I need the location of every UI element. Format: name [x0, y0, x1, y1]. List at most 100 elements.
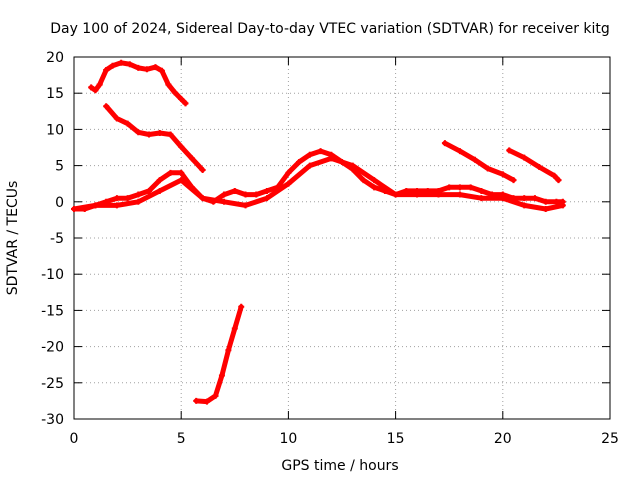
data-point	[435, 191, 442, 198]
data-point	[456, 184, 463, 191]
axis-ticks: -30 -25 -20 -15 -10 -5 0 5 10 15 20 0 5 10 15 20 25	[41, 50, 619, 447]
x-tick-label: 0	[70, 431, 79, 447]
data-point	[371, 177, 378, 184]
data-point	[221, 191, 228, 198]
data-point	[551, 172, 558, 179]
data-point	[113, 195, 120, 202]
data-point	[225, 347, 232, 354]
series-arc-bottom	[193, 304, 244, 405]
data-point	[167, 131, 174, 138]
x-tick-label: 10	[279, 431, 297, 447]
data-point	[88, 84, 95, 91]
y-tick-label: -25	[41, 376, 64, 392]
x-tick-label: 25	[601, 431, 619, 447]
data-point	[467, 184, 474, 191]
series-arc-middle	[103, 103, 206, 173]
y-axis-label: SDTVAR / TECUs	[5, 181, 21, 296]
data-point	[510, 177, 517, 184]
y-tick-label: 15	[46, 86, 64, 102]
y-tick-label: 0	[55, 195, 64, 211]
data-point	[499, 171, 506, 178]
data-point	[253, 191, 260, 198]
data-point	[484, 165, 491, 172]
data-point	[471, 156, 478, 163]
data-point	[542, 198, 549, 205]
series-lower-band	[71, 155, 566, 212]
data-point	[124, 195, 131, 202]
data-point	[536, 164, 543, 171]
data-point	[263, 187, 270, 194]
data-point	[135, 64, 142, 71]
x-tick-label: 5	[177, 431, 186, 447]
data-point	[371, 184, 378, 191]
data-point	[199, 166, 206, 173]
data-point	[165, 81, 172, 88]
data-point	[349, 162, 356, 169]
data-point	[71, 206, 77, 213]
data-point	[456, 148, 463, 155]
data-point	[156, 177, 163, 184]
data-point	[126, 61, 133, 68]
y-tick-label: 5	[55, 159, 64, 175]
data-point	[113, 115, 120, 122]
x-tick-label: 15	[387, 431, 405, 447]
data-point	[553, 198, 560, 205]
data-point	[242, 191, 249, 198]
data-point	[158, 67, 165, 74]
data-point	[156, 187, 163, 194]
data-point	[146, 187, 153, 194]
data-point	[328, 155, 335, 162]
data-point	[143, 66, 150, 73]
y-tick-label: -15	[41, 303, 64, 319]
data-point	[499, 195, 506, 202]
data-point	[146, 131, 153, 138]
data-point	[360, 177, 367, 184]
data-point	[113, 202, 120, 209]
data-point	[555, 177, 562, 184]
y-tick-label: -20	[41, 340, 64, 356]
data-point	[109, 62, 116, 69]
data-point	[521, 154, 528, 161]
data-point	[285, 180, 292, 187]
data-point	[559, 202, 566, 209]
data-point	[178, 169, 185, 176]
data-point	[392, 191, 399, 198]
data-point	[171, 89, 178, 96]
data-point	[446, 184, 453, 191]
data-point	[238, 303, 245, 310]
data-point	[242, 202, 249, 209]
data-point	[135, 198, 142, 205]
x-tick-label: 20	[494, 431, 512, 447]
data-point	[182, 100, 189, 107]
data-point	[542, 206, 549, 213]
y-tick-label: -10	[41, 267, 64, 283]
grid	[74, 57, 610, 419]
data-point	[135, 129, 142, 136]
data-point	[218, 372, 225, 379]
data-point	[178, 177, 185, 184]
data-point	[317, 148, 324, 155]
data-point	[103, 103, 110, 110]
series-layer	[71, 59, 566, 405]
data-point	[167, 169, 174, 176]
y-tick-label: -30	[41, 412, 64, 428]
data-point	[103, 67, 110, 74]
x-axis-label: GPS time / hours	[281, 458, 398, 474]
data-point	[212, 392, 219, 399]
data-point	[478, 187, 485, 194]
data-point	[188, 155, 195, 162]
data-point	[231, 325, 238, 332]
data-point	[306, 162, 313, 169]
chart-title: Day 100 of 2024, Sidereal Day-to-day VTE…	[50, 21, 610, 37]
data-point	[178, 95, 185, 102]
data-point	[124, 120, 131, 127]
data-point	[456, 191, 463, 198]
data-point	[135, 191, 142, 198]
data-point	[156, 130, 163, 137]
data-point	[193, 397, 200, 404]
data-point	[152, 64, 159, 71]
data-point	[306, 151, 313, 158]
data-point	[263, 195, 270, 202]
y-tick-label: 10	[46, 122, 64, 138]
